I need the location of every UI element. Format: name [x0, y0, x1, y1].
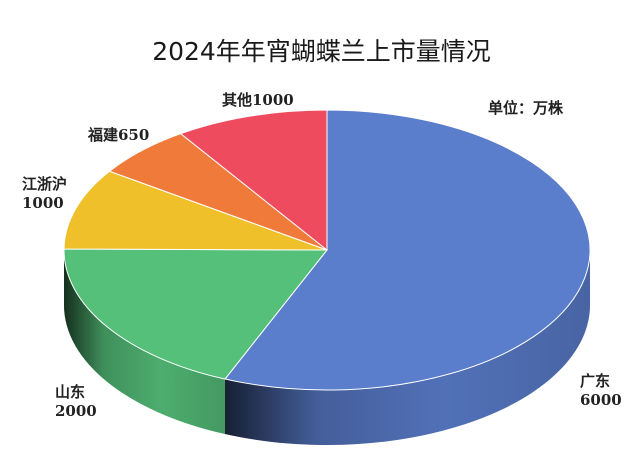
label-qita: 其他1000	[222, 91, 294, 109]
slice-山东	[63, 248, 329, 380]
label-shandong: 山东 2000	[55, 383, 97, 420]
slice-其他	[179, 109, 328, 252]
side-shade	[225, 250, 590, 445]
label-fujian: 福建650	[88, 126, 150, 144]
unit-note: 单位：万株	[488, 99, 564, 117]
label-jiangzhehu: 江浙沪 1000	[22, 175, 68, 212]
label-guangdong: 广东 6000	[580, 372, 622, 409]
side-shade	[64, 250, 226, 435]
slice-广东	[224, 109, 591, 391]
slice-江浙沪	[63, 170, 328, 251]
chart-title: 2024年年宵蝴蝶兰上市量情况	[152, 37, 491, 66]
